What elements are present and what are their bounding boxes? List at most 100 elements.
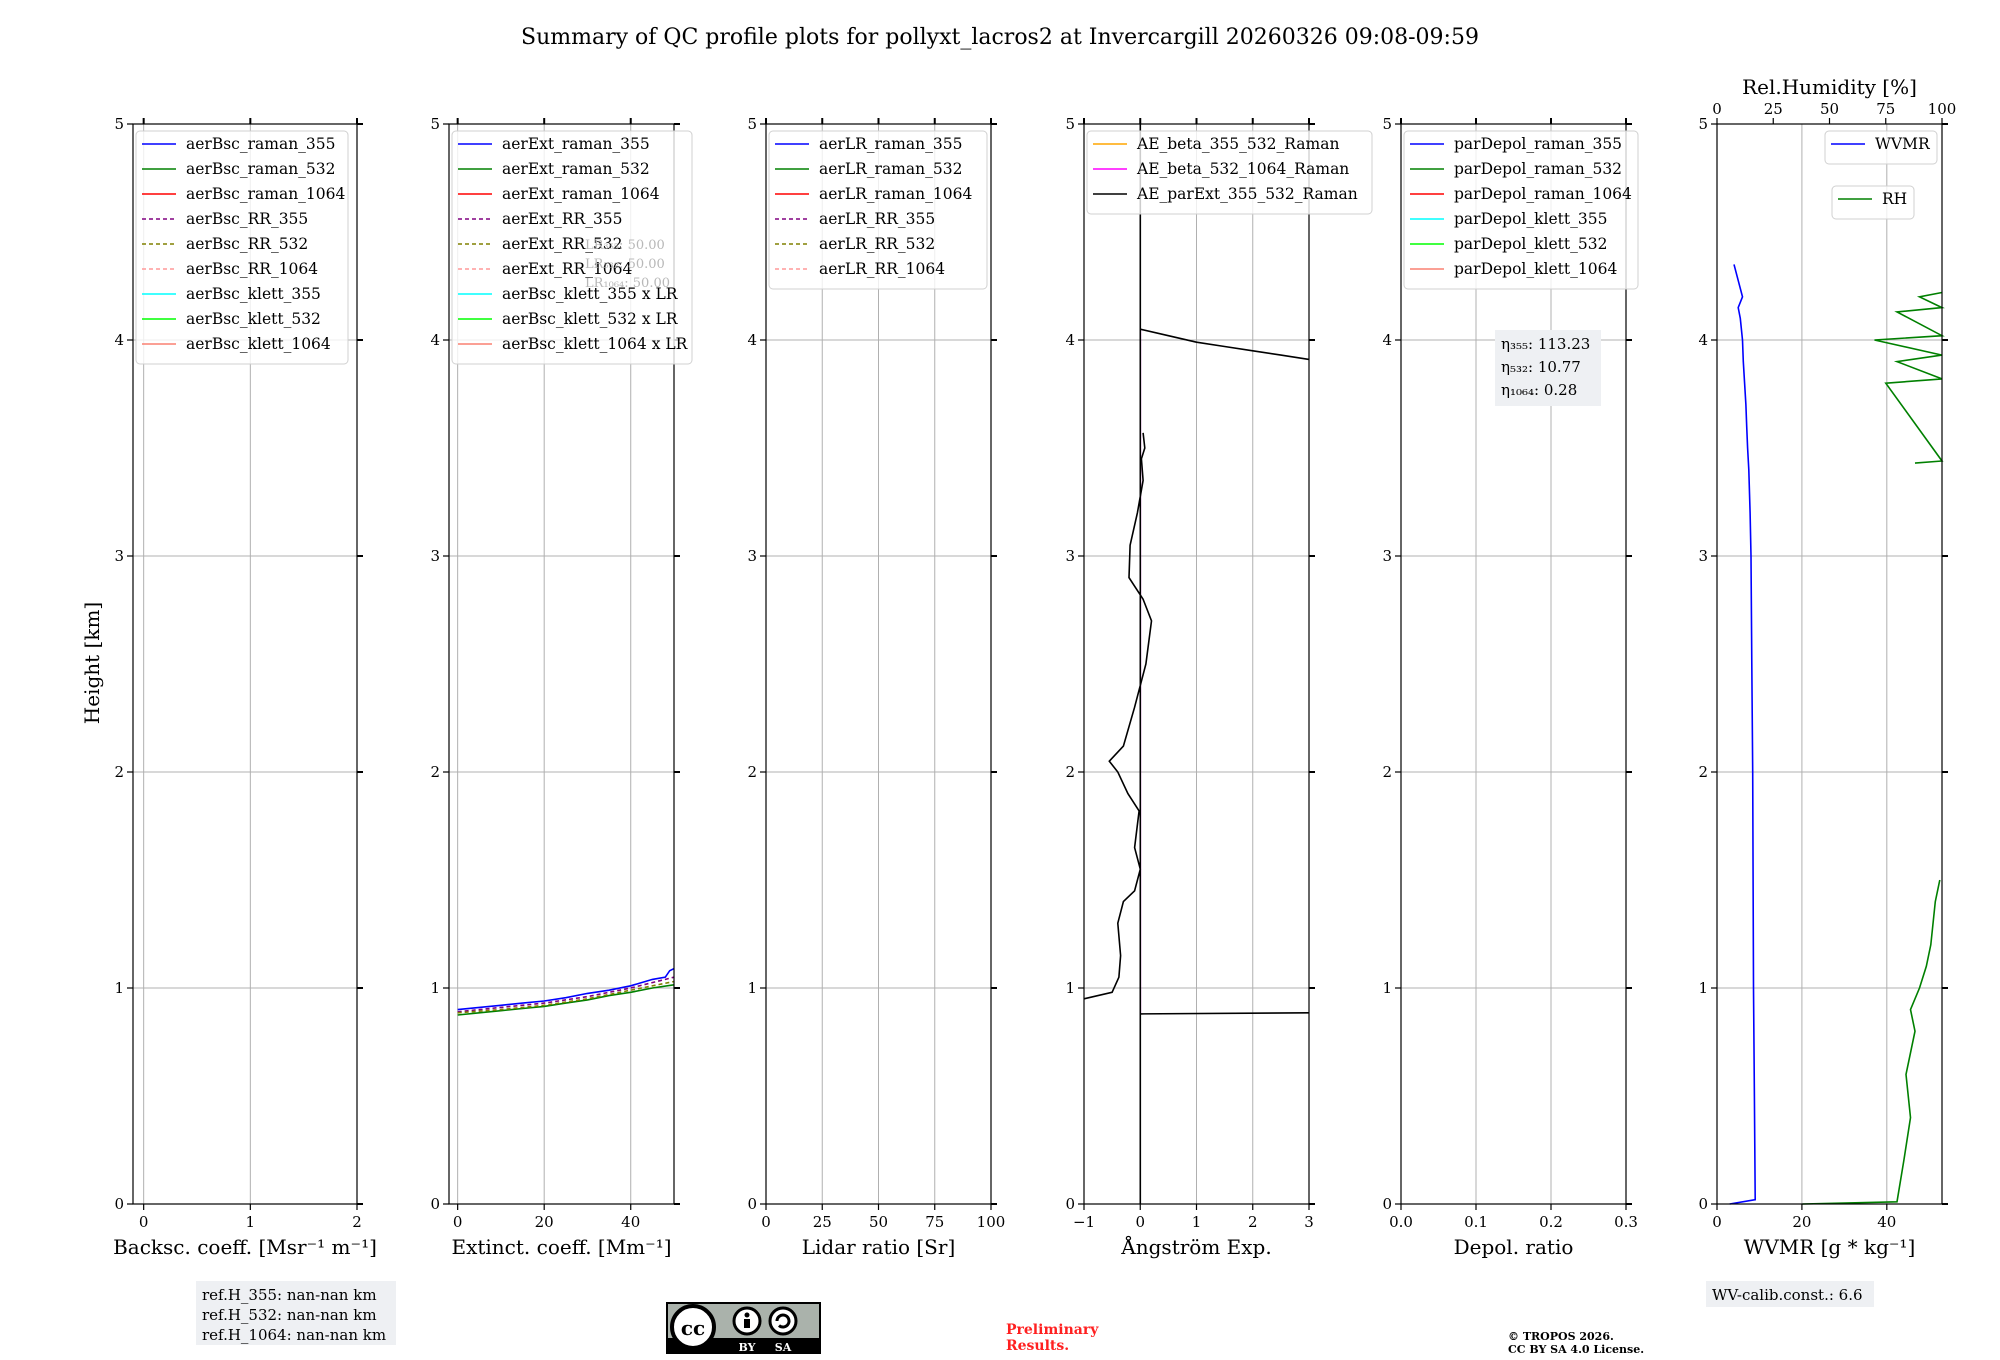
legend-label: parDepol_raman_1064 [1454, 185, 1632, 203]
x-tick-label: 0.1 [1464, 1213, 1488, 1231]
x-tick-label: 40 [1877, 1213, 1896, 1231]
y-tick-label: 3 [430, 547, 440, 565]
y-tick-label: 0 [1382, 1195, 1392, 1213]
legend-label: aerExt_raman_355 [502, 135, 650, 153]
y-tick-label: 3 [1698, 547, 1708, 565]
legend-label: parDepol_klett_1064 [1454, 260, 1617, 278]
panel-wv: 0 20 40 0 1 2 3 4 5 WVMR [g * kg⁻¹] 0 25 50 75 100 Rel.… [1698, 75, 1956, 1259]
legend-label: aerLR_raman_532 [819, 160, 962, 178]
lr-text: LR₁₀₆₄: 50.00 [585, 276, 670, 291]
legend-label: aerBsc_RR_1064 [186, 260, 318, 278]
legend-label: aerExt_RR_355 [502, 210, 623, 228]
wv-calib-box-bg [1706, 1281, 1874, 1307]
x-tick-label: 75 [925, 1213, 944, 1231]
panel-bsc: 0 1 2 0 1 2 3 4 5 Backsc. coeff. [Msr⁻¹ m⁻¹] aerBs… [113, 115, 377, 1259]
series-aerExt_raman_355 [457, 967, 675, 1011]
top-x-tick-label: 50 [1820, 100, 1839, 118]
by-person-head [744, 1312, 750, 1318]
legend-label: AE_parExt_355_532_Raman [1136, 185, 1358, 203]
top-x-tick-label: 100 [1928, 100, 1957, 118]
legend: RH [1831, 185, 1915, 220]
x-tick-label: 40 [621, 1213, 640, 1231]
y-tick-label: 5 [1382, 115, 1392, 133]
legend-label: aerLR_RR_532 [819, 235, 935, 253]
y-tick-label: 1 [114, 979, 124, 997]
legend-box [135, 130, 349, 365]
axes-frame [132, 123, 358, 1205]
copyright-line-1: © TROPOS 2026. [1508, 1330, 1614, 1343]
cc-circle-icon [670, 1304, 716, 1350]
series-aerExt_RR_355 [457, 976, 675, 1013]
x-tick-label: 100 [977, 1213, 1006, 1231]
cc-by-label: BY [739, 1341, 756, 1354]
top-x-tick-label: 25 [1764, 100, 1783, 118]
x-tick-label: 25 [813, 1213, 832, 1231]
x-tick-label: 0 [1712, 1213, 1722, 1231]
x-tick-label: 0 [139, 1213, 149, 1231]
y-tick-label: 2 [1382, 763, 1392, 781]
x-axis-label: Backsc. coeff. [Msr⁻¹ m⁻¹] [113, 1235, 377, 1259]
legend-label: aerBsc_klett_532 x LR [502, 310, 679, 328]
y-tick-label: 1 [1065, 979, 1075, 997]
y-tick-label: 4 [114, 331, 124, 349]
y-tick-label: 0 [1065, 1195, 1075, 1213]
y-tick-label: 2 [114, 763, 124, 781]
x-tick-label: 20 [1792, 1213, 1811, 1231]
legend-label: aerBsc_klett_1064 [186, 335, 331, 353]
y-tick-label: 1 [747, 979, 757, 997]
y-tick-label: 3 [747, 547, 757, 565]
wv-calib-box: WV-calib.const.: 6.6 [1706, 1281, 1874, 1307]
x-tick-label: 0 [453, 1213, 463, 1231]
y-tick-label: 0 [430, 1195, 440, 1213]
x-tick-label: 1 [1192, 1213, 1202, 1231]
y-tick-label: 4 [1698, 331, 1708, 349]
y-tick-label: 1 [430, 979, 440, 997]
legend: AE_beta_355_532_Raman AE_beta_532_1064_Ra… [1086, 130, 1373, 215]
y-tick-label: 4 [747, 331, 757, 349]
ref-height-1064: ref.H_1064: nan-nan km [202, 1326, 386, 1344]
series-RH_upper [1874, 291, 1945, 464]
x-tick-label: 2 [352, 1213, 362, 1231]
legend-label: aerBsc_raman_532 [186, 160, 336, 178]
legend-label: aerExt_raman_1064 [502, 185, 660, 203]
legend-label: parDepol_raman_532 [1454, 160, 1622, 178]
y-tick-label: 3 [1382, 547, 1392, 565]
sa-arrow-path [775, 1313, 791, 1329]
cc-by-sa-icon: cc BY SA [666, 1302, 821, 1354]
eta-text: η₁₀₆₄: 0.28 [1501, 381, 1577, 399]
legend-label: aerLR_RR_355 [819, 210, 935, 228]
top-x-tick-label: 75 [1876, 100, 1895, 118]
series-RH [1802, 879, 1941, 1205]
y-tick-label: 0 [114, 1195, 124, 1213]
ref-height-532: ref.H_532: nan-nan km [202, 1306, 377, 1324]
x-axis-label: Depol. ratio [1454, 1235, 1574, 1259]
legend: WVMR [1824, 130, 1938, 165]
lr-text: LR₅₃₂: 50.00 [585, 257, 665, 272]
legend-label: aerBsc_klett_532 [186, 310, 321, 328]
figure-title: Summary of QC profile plots for pollyxt_… [521, 25, 1479, 50]
y-tick-label: 4 [1382, 331, 1392, 349]
y-tick-label: 3 [114, 547, 124, 565]
series-aerExt_RR_532 [457, 980, 675, 1014]
legend-label: parDepol_klett_355 [1454, 210, 1607, 228]
x-tick-label: 3 [1304, 1213, 1314, 1231]
x-tick-label: 1 [246, 1213, 256, 1231]
legend-label: aerBsc_raman_1064 [186, 185, 346, 203]
legend-label: aerLR_raman_1064 [819, 185, 972, 203]
by-person-body [744, 1319, 750, 1328]
lr-text: LR₃₅₅: 50.00 [585, 238, 665, 253]
y-tick-label: 4 [430, 331, 440, 349]
y-tick-label: 5 [114, 115, 124, 133]
y-tick-label: 5 [1065, 115, 1075, 133]
y-tick-label: 2 [430, 763, 440, 781]
series-WVMR [1729, 264, 1757, 1205]
x-tick-label: 0.0 [1389, 1213, 1413, 1231]
cc-text: cc [681, 1316, 705, 1340]
legend-box [1086, 130, 1373, 215]
lr-annotation: LR₃₅₅: 50.00 LR₅₃₂: 50.00 LR₁₀₆₄: 50.00 [585, 238, 670, 291]
eta-text: η₃₅₅: 113.23 [1501, 335, 1590, 353]
legend-label: aerBsc_RR_355 [186, 210, 308, 228]
legend-box [1824, 130, 1938, 165]
